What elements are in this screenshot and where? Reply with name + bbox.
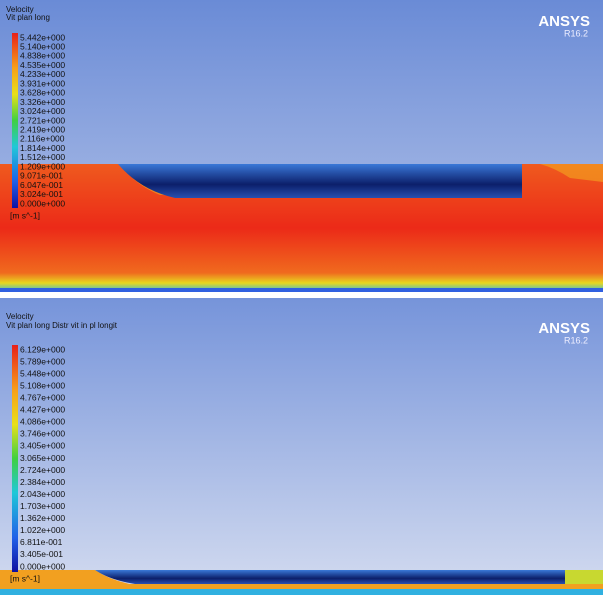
panel-subtitle: Vit plan long xyxy=(6,13,50,22)
legend-level: 4.767e+000 xyxy=(20,392,65,402)
legend-level: 3.405e-001 xyxy=(20,549,63,559)
legend-level: 6.811e-001 xyxy=(20,537,63,547)
legend-level: 2.724e+000 xyxy=(20,465,65,475)
version: R16.2 xyxy=(564,28,588,38)
panel-subtitle: Vit plan long Distr vit in pl longit xyxy=(6,321,118,330)
legend-level: 1.703e+000 xyxy=(20,501,65,511)
water-field xyxy=(565,570,603,586)
legend-level: 3.746e+000 xyxy=(20,429,65,439)
wake-band xyxy=(0,584,603,589)
panel-title: Velocity xyxy=(6,312,34,321)
legend-level: 1.362e+000 xyxy=(20,513,65,523)
legend-level: 4.427e+000 xyxy=(20,405,65,415)
legend-level: 6.129e+000 xyxy=(20,344,65,354)
hull xyxy=(118,164,522,198)
screenshot: Velocity Vit plan long [m s^-1] ANSYS R1… xyxy=(0,0,603,595)
legend-level: 1.022e+000 xyxy=(20,525,65,535)
unit-label: [m s^-1] xyxy=(10,210,40,220)
legend-level: 5.108e+000 xyxy=(20,380,65,390)
viewport-background xyxy=(0,298,603,595)
bottom-band xyxy=(0,589,603,595)
legend-level: 2.384e+000 xyxy=(20,477,65,487)
unit-label: [m s^-1] xyxy=(10,573,40,583)
version: R16.2 xyxy=(564,335,588,345)
hull xyxy=(95,570,565,584)
legend-level: 3.405e+000 xyxy=(20,441,65,451)
legend-level: 4.086e+000 xyxy=(20,417,65,427)
bottom-band xyxy=(0,288,603,292)
legend-level: 2.043e+000 xyxy=(20,489,65,499)
legend-level: 0.000e+000 xyxy=(20,561,65,571)
legend-level: 0.000e+000 xyxy=(20,198,65,208)
color-bar xyxy=(12,345,18,572)
color-bar xyxy=(12,33,18,208)
legend-level: 5.448e+000 xyxy=(20,368,65,378)
legend-level: 3.065e+000 xyxy=(20,453,65,463)
separator xyxy=(0,292,603,298)
legend-level: 5.789e+000 xyxy=(20,356,65,366)
